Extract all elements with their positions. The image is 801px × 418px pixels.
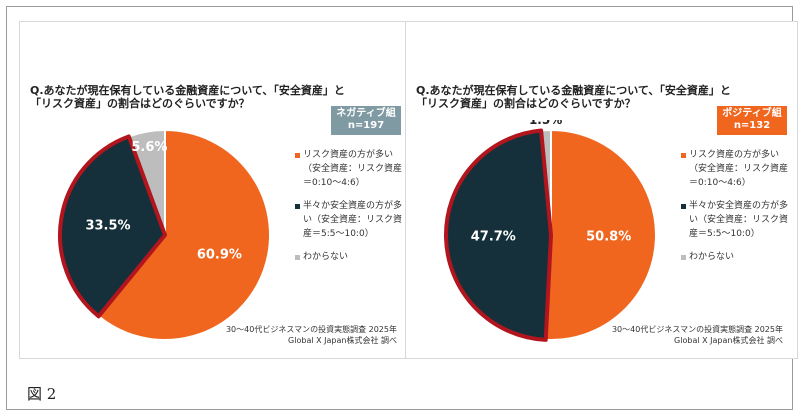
legend-label: 半々か安全資産の方が多い（安全資産：リスク資産＝5:5〜10:0） <box>303 201 403 239</box>
source-note: 30〜40代ビジネスマンの投資実態調査 2025年 Global X Japan… <box>226 324 397 346</box>
pie-slice-risk <box>544 128 657 341</box>
pie-chart-negative: 60.9% 33.5% 5.6% <box>58 128 271 341</box>
legend-label: 半々か安全資産の方が多い（安全資産：リスク資産＝5:5〜10:0） <box>689 201 789 239</box>
legend: リスク資産の方が多い（安全資産：リスク資産＝0:10〜4:6） 半々か安全資産の… <box>681 148 793 273</box>
pie-slice-highlight-outline <box>58 134 167 319</box>
legend: リスク資産の方が多い（安全資産：リスク資産＝0:10〜4:6） 半々か安全資産の… <box>295 148 407 273</box>
legend-swatch-navy <box>681 204 686 209</box>
data-label: 60.9% <box>197 247 242 262</box>
legend-label: リスク資産の方が多い（安全資産：リスク資産＝0:10〜4:6） <box>689 150 789 188</box>
legend-item-risk: リスク資産の方が多い（安全資産：リスク資産＝0:10〜4:6） <box>681 148 793 190</box>
chart-panel-positive: Q.あなたが現在保有している金融資産について、「安全資産」と「リスク資産」の割合… <box>405 21 798 359</box>
sample-size: n=132 <box>733 120 771 131</box>
data-label: 33.5% <box>85 218 130 233</box>
source-line: Global X Japan株式会社 調べ <box>674 336 783 345</box>
source-line: Global X Japan株式会社 調べ <box>288 336 397 345</box>
legend-label: リスク資産の方が多い（安全資産：リスク資産＝0:10〜4:6） <box>303 150 403 188</box>
pie-slice-highlight-outline <box>444 128 553 342</box>
group-badge: ネガティブ組 n=197 <box>331 106 401 135</box>
legend-item-unknown: わからない <box>295 250 407 264</box>
legend-swatch-gray <box>295 255 300 260</box>
data-label: 5.6% <box>131 140 167 155</box>
legend-swatch-orange <box>295 153 300 158</box>
legend-item-unknown: わからない <box>681 250 793 264</box>
sample-size: n=197 <box>347 120 385 131</box>
source-note: 30〜40代ビジネスマンの投資実態調査 2025年 Global X Japan… <box>612 324 783 346</box>
legend-swatch-navy <box>295 204 300 209</box>
data-label: 47.7% <box>471 229 516 244</box>
group-label: ポジティブ組 <box>722 108 782 119</box>
source-line: 30〜40代ビジネスマンの投資実態調査 2025年 <box>225 325 397 334</box>
legend-item-safe: 半々か安全資産の方が多い（安全資産：リスク資産＝5:5〜10:0） <box>681 199 793 241</box>
pie-chart-positive: 50.8% 47.7% 1.5% <box>444 120 657 342</box>
data-label: 50.8% <box>586 230 631 245</box>
pie-slice-risk <box>97 128 271 341</box>
data-label: 1.5% <box>529 120 562 127</box>
source-line: 30〜40代ビジネスマンの投資実態調査 2025年 <box>611 325 783 334</box>
legend-swatch-gray <box>681 255 686 260</box>
figure-frame: Q.あなたが現在保有している金融資産について、「安全資産」と「リスク資産」の割合… <box>6 6 798 410</box>
legend-label: わからない <box>303 252 349 262</box>
question-title: Q.あなたが現在保有している金融資産について、「安全資産」と「リスク資産」の割合… <box>30 84 345 110</box>
legend-label: わからない <box>689 252 735 262</box>
group-label: ネガティブ組 <box>336 108 396 119</box>
group-badge: ポジティブ組 n=132 <box>717 106 787 135</box>
legend-item-safe: 半々か安全資産の方が多い（安全資産：リスク資産＝5:5〜10:0） <box>295 199 407 241</box>
legend-item-risk: リスク資産の方が多い（安全資産：リスク資産＝0:10〜4:6） <box>295 148 407 190</box>
figure-caption: 図 2 <box>27 385 57 403</box>
chart-panel-negative: Q.あなたが現在保有している金融資産について、「安全資産」と「リスク資産」の割合… <box>19 21 412 359</box>
legend-swatch-orange <box>681 153 686 158</box>
question-title: Q.あなたが現在保有している金融資産について、「安全資産」と「リスク資産」の割合… <box>416 84 731 110</box>
